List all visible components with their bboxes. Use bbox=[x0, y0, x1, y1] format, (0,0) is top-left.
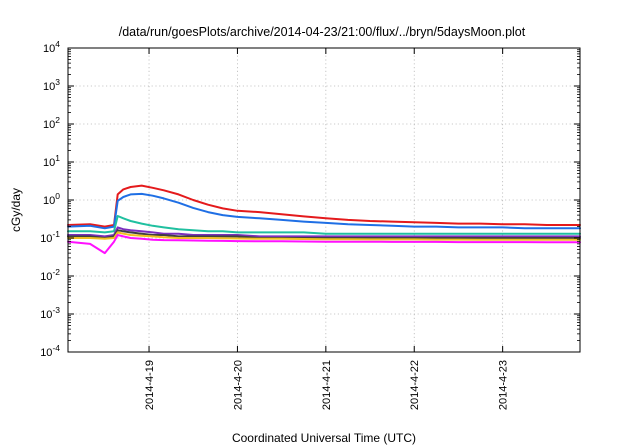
grid-lines bbox=[68, 48, 580, 352]
y-axis-label: cGy/day bbox=[9, 188, 23, 232]
x-axis-ticks: 2014-4-19 2014-4-20 2014-4-21 2014-4-22 2014… bbox=[144, 48, 510, 410]
y-tick-label: 10-4 bbox=[40, 343, 60, 359]
y-tick-label: 102 bbox=[43, 115, 60, 131]
y-tick-label: 10-1 bbox=[40, 229, 60, 245]
x-tick-label: 2014-4-19 bbox=[144, 360, 156, 410]
x-tick-label: 2014-4-21 bbox=[321, 360, 333, 410]
series-line-2 bbox=[67, 192, 581, 230]
series-line-1 bbox=[67, 184, 581, 228]
series-line-3 bbox=[67, 215, 581, 235]
y-tick-label: 10-2 bbox=[40, 267, 60, 283]
y-tick-label: 10-3 bbox=[40, 305, 60, 321]
y-tick-label: 104 bbox=[43, 39, 60, 55]
y-tick-label: 103 bbox=[43, 77, 60, 93]
x-tick-label: 2014-4-20 bbox=[232, 360, 244, 410]
series-lines bbox=[67, 184, 581, 255]
y-axis-ticks: 10-4 10-3 10-2 10-1 100 101 102 103 104 bbox=[40, 39, 580, 359]
y-tick-label: 101 bbox=[43, 153, 60, 169]
series-line-7 bbox=[67, 234, 581, 255]
x-tick-label: 2014-4-22 bbox=[409, 360, 421, 410]
series-line-4 bbox=[67, 226, 581, 238]
y-tick-label: 100 bbox=[43, 191, 60, 207]
x-axis-label: Coordinated Universal Time (UTC) bbox=[232, 431, 416, 445]
chart-title: /data/run/goesPlots/archive/2014-04-23/2… bbox=[119, 25, 526, 39]
x-tick-label: 2014-4-23 bbox=[498, 360, 510, 410]
series-line-6 bbox=[67, 231, 581, 241]
